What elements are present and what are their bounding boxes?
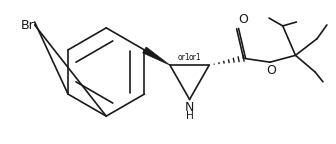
- Text: O: O: [239, 13, 249, 26]
- Text: or1: or1: [189, 53, 201, 62]
- Text: H: H: [185, 111, 194, 121]
- Text: or1: or1: [178, 53, 191, 62]
- Text: N: N: [185, 101, 194, 114]
- Text: O: O: [266, 64, 276, 77]
- Polygon shape: [143, 47, 170, 65]
- Text: Br: Br: [21, 19, 35, 32]
